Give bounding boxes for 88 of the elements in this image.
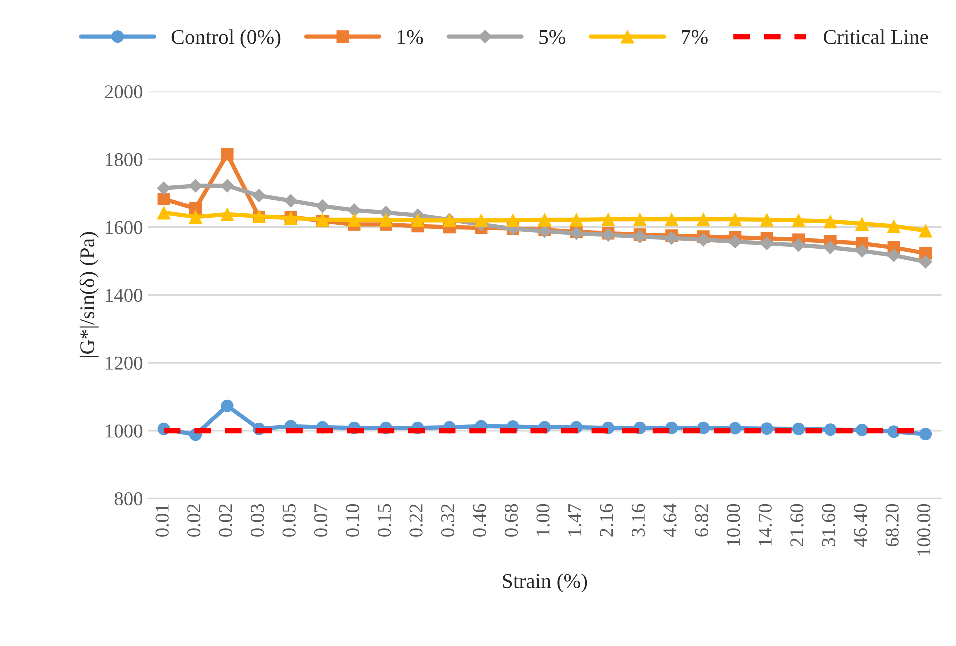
point bbox=[474, 214, 488, 228]
x-tick-label: 6.82 bbox=[695, 504, 709, 537]
x-tick-label: 100.00 bbox=[918, 504, 931, 556]
x-tick-label: 4.64 bbox=[664, 504, 677, 538]
x-tick-label: 14.70 bbox=[758, 504, 772, 546]
y-tick-label: 1600 bbox=[106, 221, 143, 234]
point bbox=[920, 428, 932, 441]
point bbox=[157, 182, 171, 196]
point bbox=[824, 214, 838, 229]
x-tick-label: 68.20 bbox=[886, 504, 900, 546]
point bbox=[792, 422, 806, 436]
x-tick-label: 0.22 bbox=[410, 504, 423, 537]
point bbox=[696, 212, 711, 227]
x-tick-label: 0.15 bbox=[378, 504, 392, 537]
point bbox=[760, 422, 774, 436]
point bbox=[918, 224, 933, 238]
y-tick-label: 2000 bbox=[105, 86, 143, 99]
x-tick-label: 0.02 bbox=[219, 504, 232, 537]
point bbox=[348, 204, 362, 218]
point bbox=[602, 228, 616, 242]
point bbox=[601, 212, 616, 227]
x-tick-label: 46.40 bbox=[854, 504, 868, 547]
y-tick-label: 800 bbox=[114, 492, 143, 506]
x-tick-label: 0.68 bbox=[504, 504, 518, 537]
point bbox=[411, 214, 425, 228]
point bbox=[157, 206, 171, 220]
point bbox=[792, 238, 806, 252]
point bbox=[633, 212, 648, 227]
point bbox=[824, 424, 837, 436]
x-tick-label: 31.60 bbox=[822, 504, 836, 546]
point bbox=[824, 240, 838, 255]
point bbox=[158, 192, 170, 206]
x-tick-label: 10.00 bbox=[727, 504, 740, 546]
point bbox=[887, 219, 901, 234]
point bbox=[348, 212, 362, 227]
point bbox=[697, 422, 710, 434]
point bbox=[855, 217, 870, 231]
y-tick-label: 1800 bbox=[106, 153, 143, 166]
point bbox=[792, 214, 806, 228]
point bbox=[221, 400, 234, 412]
point bbox=[220, 208, 234, 222]
y-axis-title: |G*|/sin(δ) (Pa) bbox=[80, 232, 99, 358]
x-tick-label: 1.47 bbox=[568, 504, 582, 536]
point bbox=[728, 212, 742, 227]
point bbox=[918, 255, 933, 269]
x-tick-label: 0.07 bbox=[314, 504, 328, 537]
legend-label: 1% bbox=[398, 30, 424, 44]
x-tick-label: 2.16 bbox=[600, 504, 614, 537]
legend-label: 7% bbox=[682, 30, 708, 44]
y-tick-label: 1400 bbox=[106, 289, 143, 302]
point bbox=[538, 212, 552, 227]
point bbox=[729, 422, 742, 435]
point bbox=[760, 236, 774, 251]
x-tick-label: 1.00 bbox=[536, 504, 550, 536]
point bbox=[221, 148, 234, 161]
point bbox=[220, 179, 234, 193]
y-tick-label: 1000 bbox=[106, 424, 143, 438]
legend-label: Critical Line bbox=[824, 30, 928, 44]
x-tick-label: 0.10 bbox=[346, 504, 360, 537]
x-tick-label: 3.16 bbox=[632, 504, 646, 537]
x-tick-label: 0.01 bbox=[156, 504, 169, 537]
point bbox=[506, 214, 520, 228]
point bbox=[855, 244, 870, 258]
point bbox=[316, 212, 330, 227]
point bbox=[664, 212, 679, 227]
legend-label: Control (0%) bbox=[172, 30, 281, 49]
x-tick-label: 0.05 bbox=[282, 504, 296, 537]
point bbox=[188, 210, 203, 224]
point bbox=[252, 188, 266, 203]
point bbox=[760, 212, 774, 227]
point bbox=[696, 233, 710, 247]
y-tick-label: 1200 bbox=[106, 356, 143, 370]
point bbox=[856, 424, 869, 436]
x-tick-label: 0.46 bbox=[473, 504, 486, 537]
x-tick-label: 0.02 bbox=[188, 504, 201, 537]
x-tick-label: 21.60 bbox=[790, 504, 804, 546]
point bbox=[665, 231, 679, 246]
point bbox=[379, 212, 394, 227]
x-tick-label: 0.03 bbox=[251, 504, 264, 537]
x-axis-title: Strain (%) bbox=[503, 574, 588, 593]
point bbox=[887, 248, 901, 262]
x-tick-label: 0.32 bbox=[441, 504, 455, 537]
point bbox=[316, 199, 330, 214]
point bbox=[190, 202, 202, 215]
point bbox=[570, 212, 584, 227]
legend-label: 5% bbox=[540, 30, 566, 44]
point bbox=[284, 194, 298, 208]
point bbox=[728, 235, 742, 249]
